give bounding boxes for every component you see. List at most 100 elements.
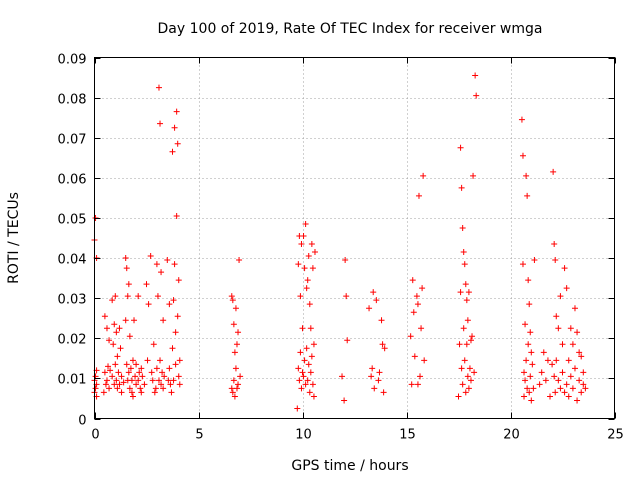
data-point — [171, 261, 178, 268]
data-point — [552, 257, 559, 264]
data-point — [553, 313, 560, 320]
data-point — [153, 261, 160, 268]
data-point — [155, 377, 162, 384]
data-point — [106, 385, 113, 392]
data-point — [310, 393, 317, 400]
data-point — [304, 277, 311, 284]
data-point — [303, 345, 310, 352]
data-point — [297, 293, 304, 300]
data-point — [576, 377, 583, 384]
y-tick-label: 0.08 — [58, 93, 87, 108]
data-point — [116, 325, 123, 332]
data-point — [229, 389, 236, 396]
data-point — [298, 385, 305, 392]
data-point — [421, 357, 428, 364]
data-point — [409, 277, 416, 284]
data-point — [381, 345, 388, 352]
data-point — [114, 385, 121, 392]
data-point — [462, 281, 469, 288]
data-point — [567, 373, 574, 380]
data-point — [166, 301, 173, 308]
data-point — [580, 369, 587, 376]
data-point — [307, 325, 314, 332]
data-point — [379, 341, 386, 348]
data-point — [112, 361, 119, 368]
data-point — [113, 377, 120, 384]
data-point — [115, 369, 122, 376]
data-point — [100, 389, 107, 396]
data-point — [170, 377, 177, 384]
data-point — [300, 373, 307, 380]
data-point — [294, 405, 301, 412]
data-point — [373, 297, 380, 304]
data-point — [295, 261, 302, 268]
data-point — [101, 369, 108, 376]
x-tick-label: 5 — [195, 428, 203, 443]
data-point — [420, 172, 427, 179]
data-point — [311, 249, 318, 256]
data-point — [461, 261, 468, 268]
data-point — [103, 377, 110, 384]
data-point — [557, 293, 564, 300]
data-point — [158, 269, 165, 276]
data-point — [549, 361, 556, 368]
data-point — [113, 329, 120, 336]
data-point — [464, 373, 471, 380]
data-point — [524, 385, 531, 392]
data-point — [105, 363, 112, 370]
data-point — [176, 357, 183, 364]
data-point — [565, 357, 572, 364]
data-point — [148, 369, 155, 376]
data-point — [555, 325, 562, 332]
data-point — [309, 381, 316, 388]
data-point — [132, 373, 139, 380]
data-point — [160, 317, 167, 324]
data-point — [154, 293, 161, 300]
data-point — [127, 365, 134, 372]
data-point — [117, 345, 124, 352]
data-point — [563, 285, 570, 292]
data-points — [92, 73, 589, 412]
data-point — [149, 377, 156, 384]
data-point — [526, 301, 533, 308]
data-point — [344, 337, 351, 344]
data-point — [145, 301, 152, 308]
data-point — [128, 389, 135, 396]
data-point — [170, 297, 177, 304]
data-point — [518, 116, 525, 123]
data-point — [168, 389, 175, 396]
data-point — [129, 393, 136, 400]
data-point — [231, 349, 238, 356]
data-point — [141, 381, 148, 388]
data-point — [561, 389, 568, 396]
data-point — [304, 377, 311, 384]
data-point — [232, 305, 239, 312]
data-point — [228, 293, 235, 300]
data-point — [519, 261, 526, 268]
data-point — [418, 325, 425, 332]
data-point — [137, 385, 144, 392]
axis-ticks: 0 5 10 15 20 25 0 0.01 0.02 0.03 0.04 0.05 0.06 0.07 0… — [58, 53, 624, 443]
data-point — [158, 381, 165, 388]
data-point — [550, 168, 557, 175]
data-point — [310, 341, 317, 348]
data-point — [169, 345, 176, 352]
data-point — [125, 281, 132, 288]
data-point — [171, 124, 178, 131]
data-point — [159, 369, 166, 376]
data-point — [116, 381, 123, 388]
data-point — [300, 232, 307, 239]
data-point — [144, 357, 151, 364]
data-point — [230, 321, 237, 328]
data-point — [366, 305, 373, 312]
y-tick-label: 0 — [78, 414, 86, 429]
data-point — [235, 329, 242, 336]
data-point — [155, 84, 162, 91]
data-point — [126, 385, 133, 392]
data-point — [470, 172, 477, 179]
data-point — [415, 192, 422, 199]
data-point — [297, 349, 304, 356]
data-point — [551, 373, 558, 380]
